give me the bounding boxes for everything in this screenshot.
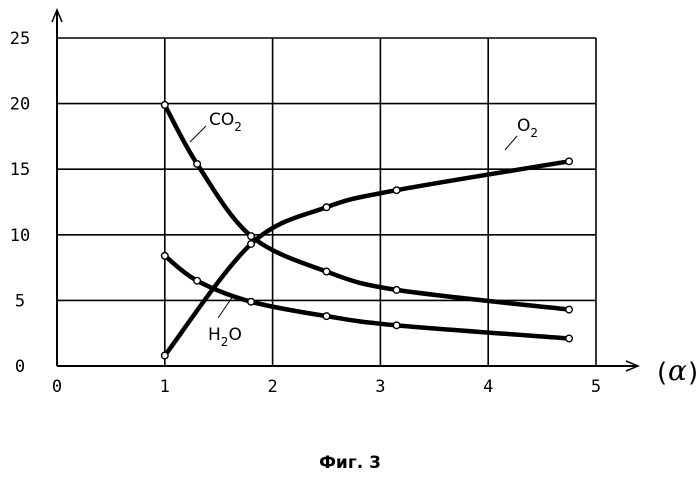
o2-label-leader (504, 135, 518, 151)
data-point-h2o (322, 312, 331, 321)
data-point-co2 (160, 100, 169, 109)
data-point-h2o (565, 334, 574, 343)
x-tick-label: 4 (483, 377, 493, 397)
data-point-h2o (160, 251, 169, 260)
series-lines (160, 100, 574, 360)
data-point-o2 (322, 203, 331, 212)
series-labels: CO2 O2 H2O (189, 110, 538, 349)
x-tick-label: 3 (375, 377, 385, 397)
x-axis-title: ( α ) (657, 354, 698, 388)
series-label-co2: CO2 (209, 110, 242, 134)
data-point-co2 (322, 267, 331, 276)
x-tick-labels: 0 1 2 3 4 5 (52, 377, 601, 397)
h2o-label-leader (217, 295, 234, 319)
axes (51, 8, 640, 372)
y-tick-label: 20 (10, 95, 30, 115)
series-label-h2o: H2O (208, 325, 242, 349)
co2-label-leader (189, 125, 207, 143)
x-tick-label: 1 (160, 377, 170, 397)
x-tick-label: 5 (591, 377, 601, 397)
data-point-co2 (392, 285, 401, 294)
data-point-o2 (392, 186, 401, 195)
data-point-o2 (247, 239, 256, 248)
data-point-co2 (565, 305, 574, 314)
y-tick-label: 0 (15, 357, 25, 377)
data-point-h2o (247, 297, 256, 306)
series-line-h2o (162, 253, 572, 341)
figure-caption: Фиг. 3 (319, 453, 381, 473)
y-tick-label: 15 (10, 160, 30, 180)
x-tick-label: 2 (267, 377, 277, 397)
y-axis-arrow (51, 8, 63, 23)
x-axis-label: α (668, 354, 687, 387)
svg-text:): ) (688, 358, 698, 388)
chart: 0 5 10 15 20 25 0 1 2 3 4 5 CO2 O2 H2O ( α ) (10, 8, 698, 397)
data-point-o2 (160, 351, 169, 360)
y-tick-label: 10 (10, 226, 30, 246)
svg-text:(: ( (657, 358, 667, 388)
y-tick-label: 5 (15, 291, 25, 311)
x-axis-arrow (625, 360, 640, 372)
gridlines (57, 37, 597, 366)
data-point-co2 (247, 232, 256, 241)
x-tick-label: 0 (52, 377, 62, 397)
data-point-co2 (193, 159, 202, 168)
series-label-o2: O2 (517, 116, 538, 140)
data-point-o2 (565, 157, 574, 166)
data-point-h2o (193, 276, 202, 285)
series-line-o2 (162, 159, 572, 358)
y-tick-labels: 0 5 10 15 20 25 (10, 29, 30, 377)
data-point-h2o (392, 321, 401, 330)
series-line-co2 (162, 102, 572, 312)
y-tick-label: 25 (10, 29, 30, 49)
